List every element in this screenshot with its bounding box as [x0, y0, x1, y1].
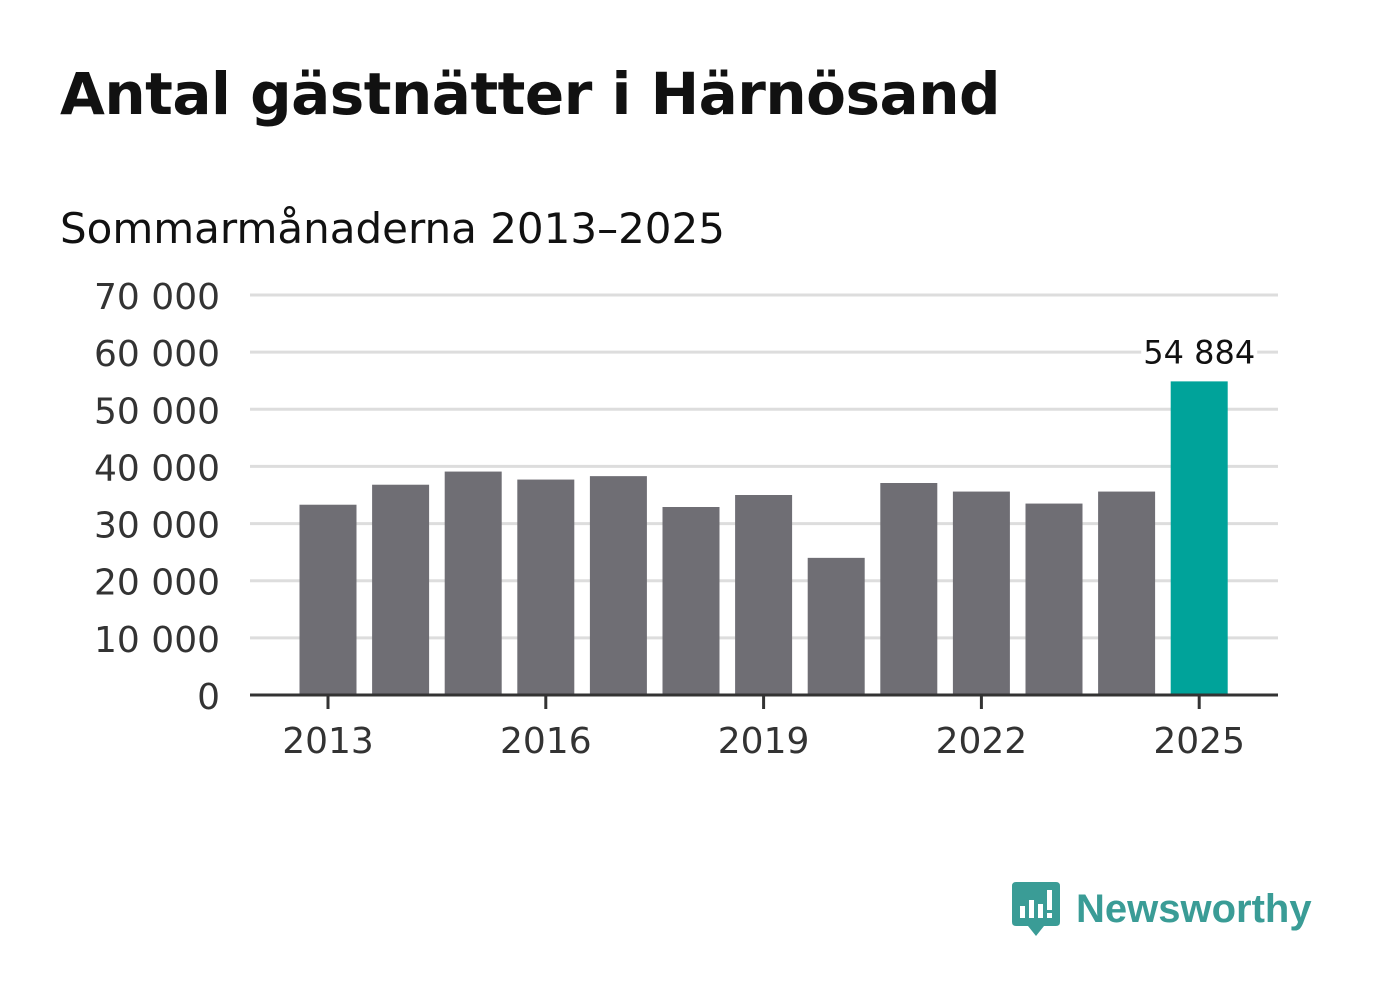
bar-2020 [807, 557, 865, 695]
bar-2022 [952, 491, 1010, 695]
chart-subtitle: Sommarmånaderna 2013–2025 [60, 204, 725, 253]
data-labels: 54 884 [1141, 333, 1258, 372]
bar-2013 [299, 504, 357, 695]
newsworthy-logo-icon [1012, 882, 1060, 936]
y-tick-label: 10 000 [94, 620, 220, 661]
x-tick-label: 2022 [936, 721, 1028, 762]
y-tick-label: 20 000 [94, 563, 220, 604]
x-tick-label: 2019 [718, 721, 810, 762]
bar-2016 [517, 479, 575, 695]
x-axis-tick-labels: 2013 2016 2019 2022 2025 [282, 695, 1245, 762]
y-tick-label: 50 000 [94, 391, 220, 432]
y-tick-label: 60 000 [94, 334, 220, 375]
bar-2019 [735, 495, 793, 695]
x-tick-label: 2025 [1153, 721, 1245, 762]
bar-2024 [1098, 491, 1156, 695]
y-tick-label: 70 000 [94, 277, 220, 318]
y-tick-label: 0 [197, 677, 220, 718]
data-label: 54 884 [1143, 333, 1255, 371]
bar-2018 [662, 507, 720, 695]
bar-2023 [1025, 503, 1083, 695]
chart-title: Antal gästnätter i Härnösand [60, 60, 1001, 128]
bar-chart: 0 10 000 20 000 30 000 40 000 50 000 60 000 70 … [94, 277, 1278, 762]
y-tick-label: 30 000 [94, 506, 220, 547]
bars [299, 381, 1228, 695]
x-tick-label: 2013 [282, 721, 374, 762]
bar-2014 [372, 484, 430, 695]
bar-2017 [589, 476, 647, 695]
bar-2021 [880, 483, 938, 695]
newsworthy-logo: Newsworthy [1010, 878, 1312, 940]
bar-2025 [1170, 381, 1228, 695]
bar-2015 [444, 471, 502, 695]
data-label-background [1141, 333, 1258, 372]
x-tick-label: 2016 [500, 721, 592, 762]
brand-name: Newsworthy [1076, 886, 1312, 931]
y-tick-label: 40 000 [94, 448, 220, 489]
y-axis-tick-labels: 0 10 000 20 000 30 000 40 000 50 000 60 000 70 … [94, 277, 220, 718]
